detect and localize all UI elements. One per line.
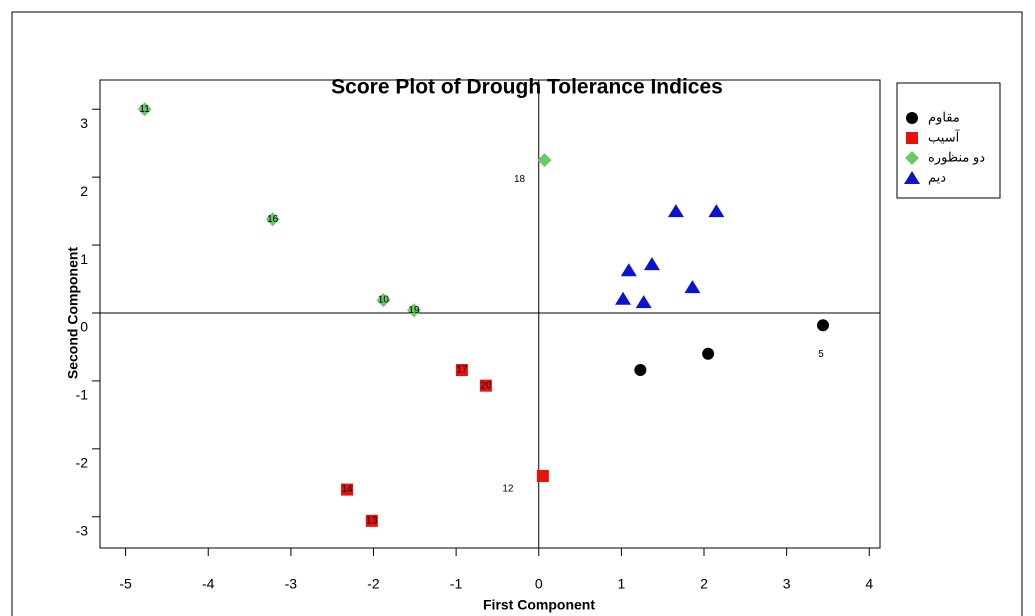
chart-frame [11, 11, 1023, 616]
y-tick-label: -3 [76, 522, 89, 538]
legend-label: مقاوم [928, 109, 960, 125]
point [816, 319, 829, 332]
point [643, 257, 660, 271]
point-label: 18 [514, 174, 526, 185]
point [708, 204, 725, 218]
x-tick-label: -2 [367, 576, 380, 592]
y-tick-label: 3 [80, 115, 88, 131]
legend-marker [906, 112, 918, 124]
chart-title: Score Plot of Drough Tolerance Indices [331, 76, 723, 99]
point [376, 293, 391, 308]
x-tick-label: -5 [119, 576, 132, 592]
point [702, 347, 715, 360]
y-tick-label: 0 [80, 319, 88, 335]
point-label: 16 [267, 214, 279, 225]
point [406, 303, 421, 318]
x-tick-label: -4 [202, 576, 215, 592]
point [365, 514, 378, 527]
point [634, 364, 647, 377]
x-tick-label: -3 [285, 576, 298, 592]
point [137, 102, 152, 117]
point-label: 11 [139, 104, 150, 115]
point [635, 295, 652, 309]
y-tick-label: -2 [76, 455, 89, 471]
point-label: 14 [341, 484, 353, 495]
y-tick-label: 1 [80, 251, 88, 267]
legend-marker [905, 151, 919, 165]
point-label: 5 [818, 349, 824, 360]
legend-marker [906, 132, 918, 144]
x-axis-label: First Component [483, 597, 595, 613]
y-axis-label: Second Component [65, 247, 81, 380]
x-tick-label: 3 [783, 576, 791, 592]
point [537, 153, 552, 168]
x-tick-label: -1 [450, 576, 463, 592]
legend-label: آسیب [928, 128, 961, 144]
point-label: 10 [378, 295, 390, 306]
point [479, 379, 492, 392]
point-label: 19 [408, 305, 420, 316]
point [341, 483, 354, 496]
point [455, 364, 468, 377]
legend-label: دیم [928, 169, 946, 185]
x-tick-label: 2 [700, 576, 708, 592]
point [620, 263, 637, 277]
point-label: 20 [480, 380, 492, 391]
plot-area [99, 79, 881, 549]
y-tick-label: -1 [76, 387, 89, 403]
legend-label: دو منظوره [928, 149, 985, 165]
point-label: 13 [366, 515, 378, 526]
point-label: 12 [502, 484, 514, 495]
point [684, 280, 701, 294]
legend-marker [904, 171, 920, 184]
x-tick-label: 4 [865, 576, 873, 592]
point [536, 470, 549, 482]
x-tick-label: 0 [535, 576, 543, 592]
point [265, 212, 280, 227]
point-label: 17 [456, 365, 468, 376]
point [615, 291, 632, 305]
y-tick-label: 2 [80, 183, 88, 199]
point [667, 204, 684, 218]
x-tick-label: 1 [617, 576, 625, 592]
